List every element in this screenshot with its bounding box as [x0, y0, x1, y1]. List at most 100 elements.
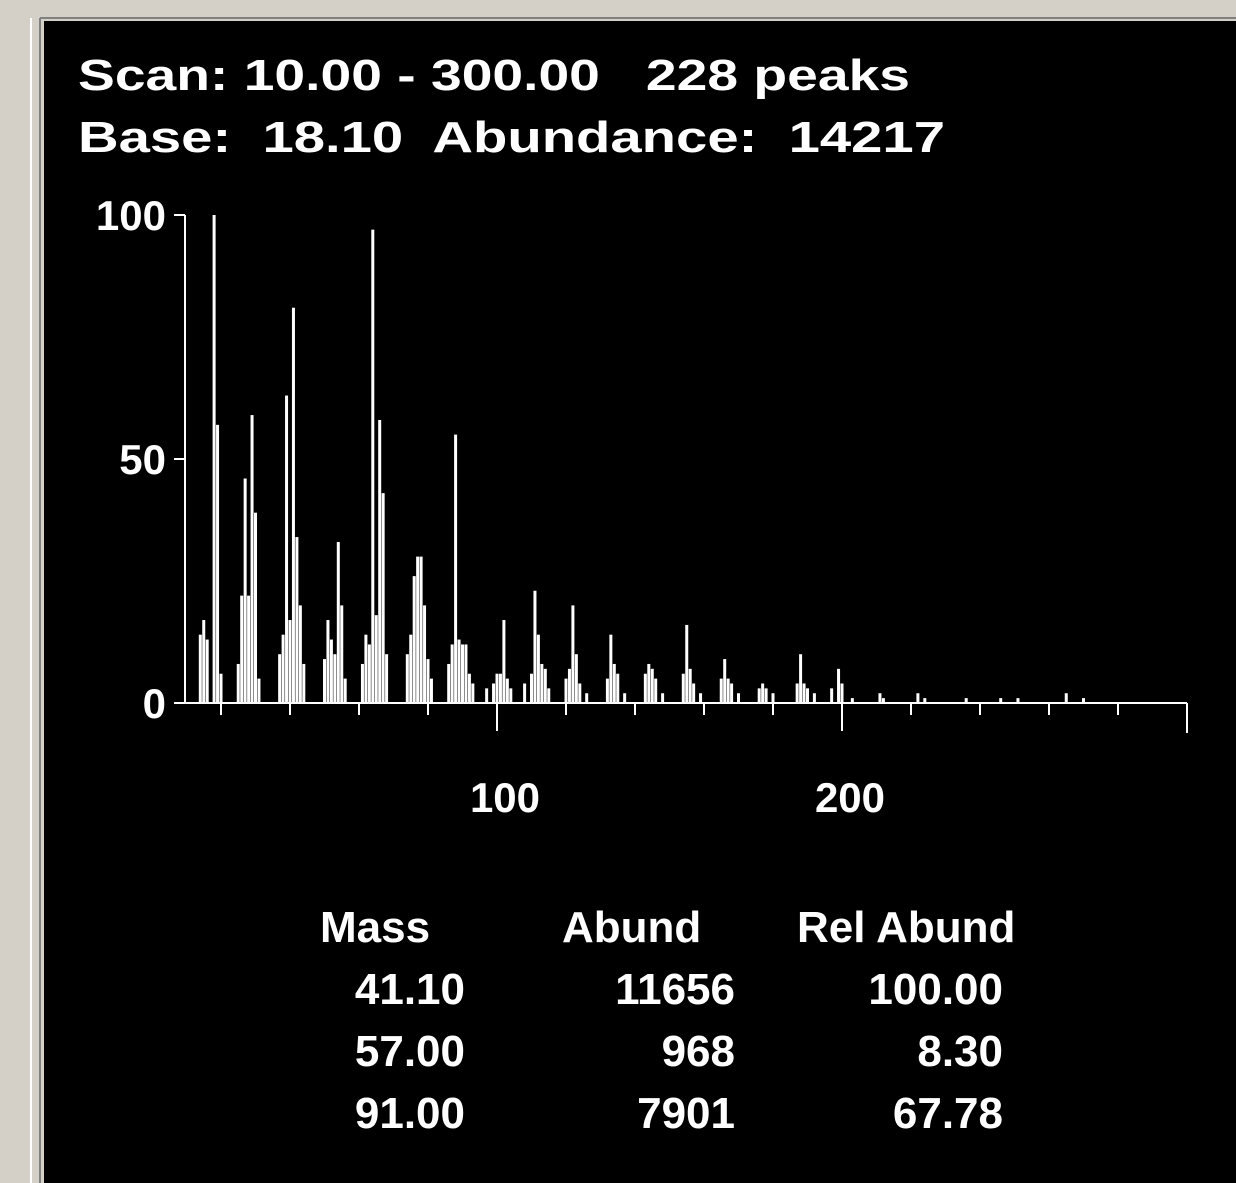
peak — [723, 659, 727, 703]
peak — [405, 654, 409, 703]
peak — [291, 307, 295, 703]
peak — [571, 605, 575, 703]
peak — [198, 634, 202, 703]
peak — [492, 683, 496, 703]
peak — [547, 688, 551, 703]
peak — [205, 639, 209, 703]
peak — [236, 663, 240, 703]
peak — [1082, 698, 1085, 703]
peak — [381, 493, 385, 703]
peak — [536, 634, 540, 703]
peak — [302, 663, 306, 703]
table-cell: 8.30 — [917, 1027, 1003, 1076]
peak — [416, 556, 420, 703]
peak — [830, 688, 834, 703]
peak — [467, 673, 471, 703]
peak — [612, 663, 616, 703]
peak — [454, 434, 458, 703]
peak — [423, 605, 427, 703]
peak — [212, 215, 216, 703]
table-cell: 41.10 — [355, 965, 465, 1014]
peak — [878, 693, 882, 703]
peak — [530, 673, 533, 703]
peak — [378, 419, 382, 703]
peak — [243, 478, 247, 703]
peak — [288, 620, 292, 703]
peak — [688, 668, 692, 703]
peak — [340, 605, 344, 703]
peak — [333, 654, 337, 703]
peak — [281, 634, 285, 703]
peak — [605, 678, 609, 703]
peak — [661, 693, 665, 703]
table-cell: 67.78 — [893, 1089, 1003, 1138]
scan-info: Scan: 10.00 - 300.00 228 peaks — [78, 51, 910, 100]
peak — [737, 693, 740, 703]
peak — [795, 683, 799, 703]
peak — [250, 415, 254, 703]
peak — [574, 654, 578, 703]
peak — [685, 624, 689, 703]
peak — [360, 663, 364, 703]
peak — [850, 698, 854, 703]
peak — [881, 698, 885, 703]
peak — [461, 644, 464, 703]
peak — [812, 693, 816, 703]
peak — [771, 693, 775, 703]
peak — [485, 688, 489, 703]
peak — [643, 673, 647, 703]
peak — [367, 644, 371, 703]
x-tick-label: 100 — [470, 774, 540, 821]
peak — [295, 537, 299, 703]
table-cell: 11656 — [615, 965, 735, 1014]
peak — [426, 659, 430, 703]
peak — [450, 644, 454, 703]
peak — [202, 620, 206, 703]
peak — [999, 698, 1003, 703]
peak — [726, 678, 730, 703]
y-tick-label: 0 — [143, 680, 166, 727]
peak — [540, 663, 544, 703]
peak — [837, 668, 841, 703]
peak — [654, 678, 658, 703]
peak — [799, 654, 803, 703]
table-cell: 91.00 — [355, 1089, 465, 1138]
peak — [585, 693, 589, 703]
peak — [509, 688, 513, 703]
table-cell: 7901 — [637, 1089, 735, 1138]
peak — [730, 683, 734, 703]
peak — [219, 673, 223, 703]
peak — [429, 678, 433, 703]
peak — [329, 639, 333, 703]
peak — [681, 673, 685, 703]
table-cell: 100.00 — [868, 965, 1003, 1014]
peak — [409, 634, 413, 703]
peak — [471, 683, 475, 703]
peak — [498, 673, 502, 703]
peak — [464, 644, 468, 703]
peak — [447, 663, 451, 703]
table-header: Rel Abund — [797, 903, 1015, 952]
peak — [564, 678, 568, 703]
peak — [412, 576, 416, 703]
peak — [385, 654, 389, 703]
peak — [609, 634, 613, 703]
peak — [374, 615, 378, 703]
peak — [650, 668, 654, 703]
peak — [567, 668, 571, 703]
peak — [326, 620, 330, 703]
peak — [323, 659, 326, 703]
table-cell: 57.00 — [355, 1027, 465, 1076]
peak — [505, 678, 509, 703]
peak — [692, 683, 696, 703]
x-tick-label: 200 — [815, 774, 885, 821]
table-cell: 968 — [662, 1027, 735, 1076]
peak — [343, 678, 347, 703]
peak — [719, 678, 723, 703]
peak — [457, 639, 461, 703]
peak — [495, 673, 499, 703]
table-header: Abund — [562, 903, 701, 952]
peak — [285, 395, 289, 703]
peak — [578, 683, 582, 703]
